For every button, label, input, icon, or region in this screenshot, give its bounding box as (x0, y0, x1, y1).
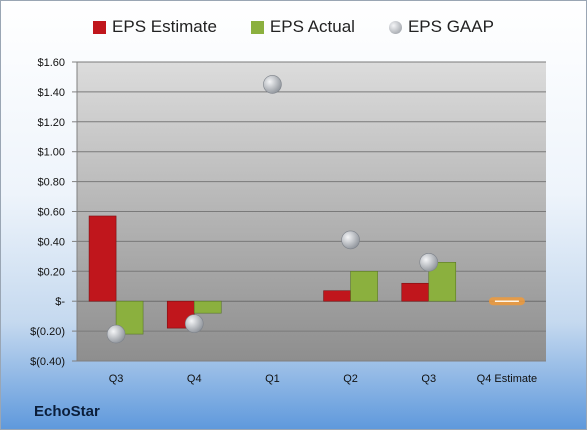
legend-label-estimate: EPS Estimate (112, 17, 217, 36)
legend-swatch-actual (250, 20, 264, 34)
legend-item-gaap: EPS GAAP (388, 17, 494, 37)
y-tick-label: $0.60 (37, 207, 65, 219)
y-tick-label: $1.20 (37, 117, 65, 129)
gaap-dot (419, 253, 439, 272)
y-tick-label: $0.20 (37, 266, 65, 278)
legend: EPS Estimate EPS Actual EPS GAAP (1, 17, 586, 37)
x-tick-label: Q3 (421, 373, 436, 385)
x-tick-label: Q2 (343, 373, 358, 385)
actual-bar (193, 300, 222, 314)
legend-swatch-estimate (93, 20, 107, 34)
gaap-dot (341, 230, 360, 250)
gaap-dot (184, 314, 204, 333)
actual-bar (350, 270, 378, 302)
legend-item-actual: EPS Actual (250, 17, 355, 37)
estimate-bar (401, 282, 430, 302)
y-tick-label: $- (55, 296, 65, 308)
gaap-dot (263, 75, 282, 94)
x-tick-label: Q4 Estimate (477, 373, 538, 385)
y-tick-label: $0.40 (37, 236, 65, 248)
y-tick-label: $1.40 (37, 87, 65, 99)
y-tick-label: $1.00 (37, 147, 65, 159)
legend-label-actual: EPS Actual (269, 17, 355, 36)
x-tick-label: Q1 (265, 373, 280, 385)
legend-swatch-gaap (388, 20, 402, 34)
x-tick-label: Q3 (109, 373, 124, 385)
y-tick-label: $0.80 (37, 177, 65, 189)
x-tick-label: Q4 (187, 373, 202, 385)
y-tick-label: $(0.20) (30, 326, 65, 338)
legend-item-estimate: EPS Estimate (93, 17, 217, 37)
legend-label-gaap: EPS GAAP (407, 17, 494, 36)
estimate-bar (88, 215, 117, 302)
gaap-dot (106, 324, 126, 344)
estimate-bar (323, 290, 351, 302)
y-tick-label: $(0.40) (30, 356, 65, 368)
y-tick-label: $1.60 (37, 57, 65, 69)
company-name: EchoStar (34, 403, 100, 420)
